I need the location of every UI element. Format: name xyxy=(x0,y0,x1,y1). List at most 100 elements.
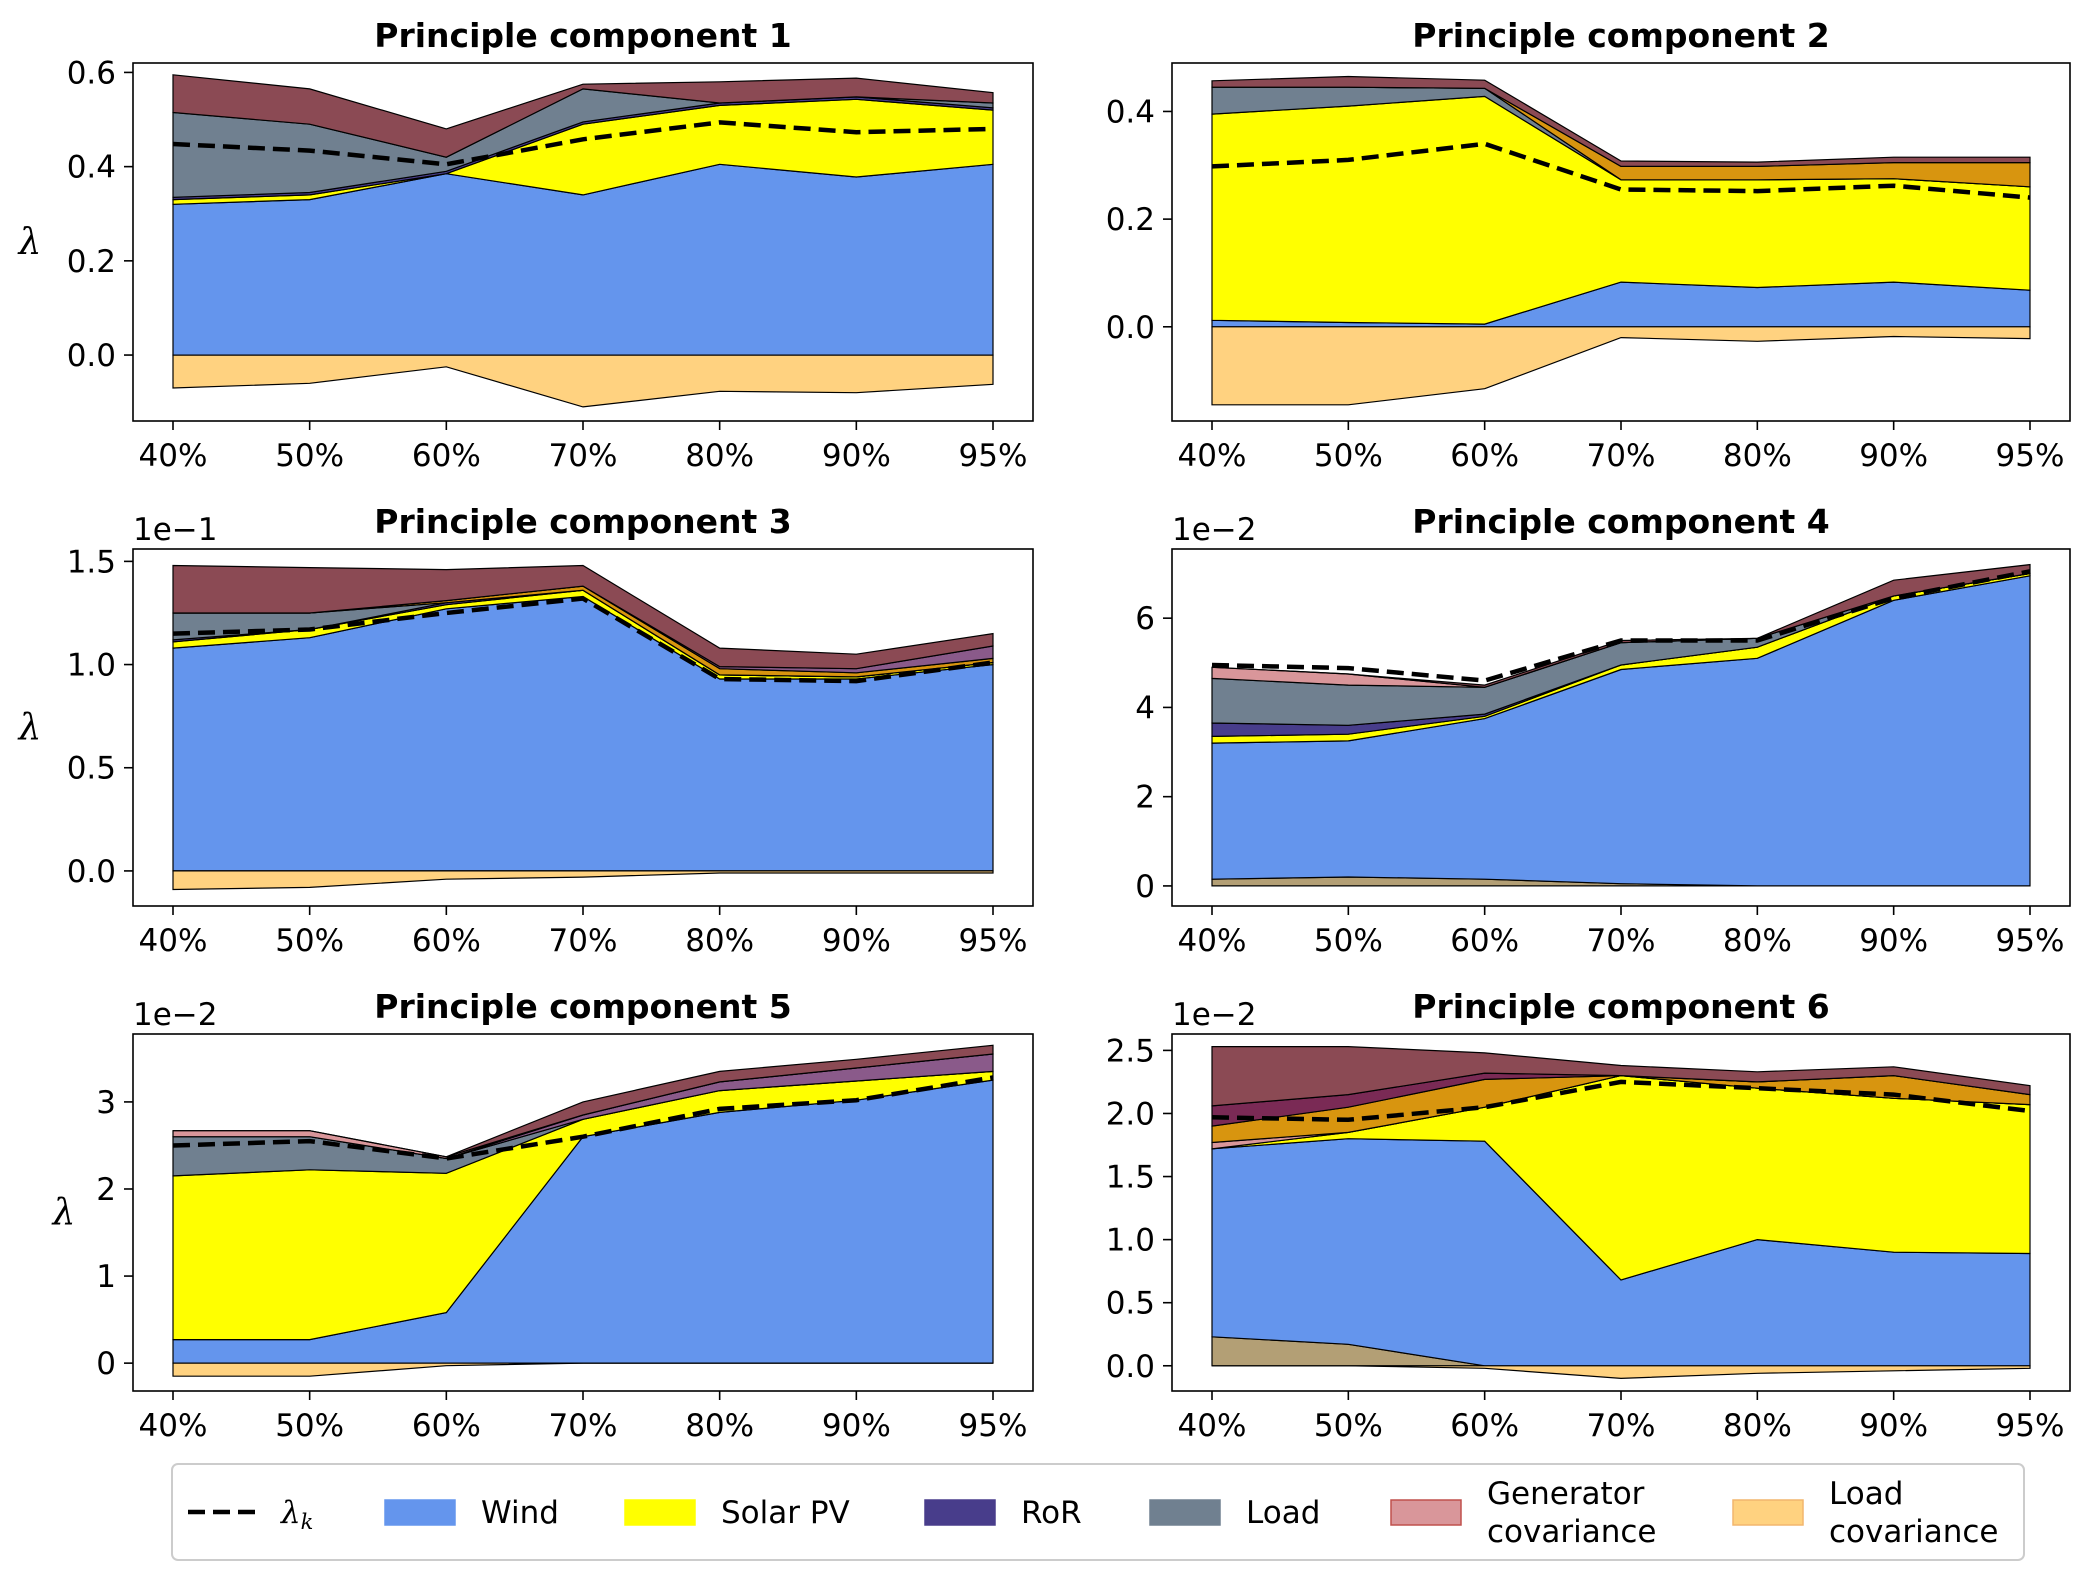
lambda-line xyxy=(172,1075,994,1161)
scale-offset-label: 1e−1 xyxy=(133,512,218,548)
legend-label: Load xyxy=(1829,1476,1903,1512)
y-tick-label: 6 xyxy=(1135,601,1155,637)
legend-swatch xyxy=(924,1499,996,1526)
legend-subscript: k xyxy=(301,1510,314,1534)
lambda-line xyxy=(172,596,994,684)
y-tick-label: 0.4 xyxy=(67,150,116,186)
area-neg-load_cov xyxy=(172,1362,993,1377)
x-tick-label: 95% xyxy=(959,923,1028,959)
legend-box xyxy=(171,1463,2025,1561)
area-neg-load_cov xyxy=(172,354,994,408)
x-tick-label: 60% xyxy=(1450,1408,1519,1444)
plot-area xyxy=(172,1044,994,1377)
y-tick-label: 4 xyxy=(1135,690,1155,726)
y-axis-label: λ xyxy=(17,708,42,749)
area-pos_cov_darkred xyxy=(172,74,994,158)
x-tick-label: 90% xyxy=(1859,1408,1928,1444)
legend-label: Solar PV xyxy=(721,1495,850,1531)
x-tick-label: 40% xyxy=(1178,1408,1247,1444)
x-tick-label: 50% xyxy=(1314,1408,1383,1444)
y-tick-label: 1.0 xyxy=(67,648,116,684)
y-tick-label: 0.2 xyxy=(1106,202,1155,238)
x-tick-label: 70% xyxy=(549,438,618,474)
panel-4: 40% 50% 60% 70% 80% 90% 95% 0 2 4 6 Principle compo… xyxy=(1135,502,2071,959)
plot-area xyxy=(172,74,994,408)
y-tick-label: 0 xyxy=(1135,869,1155,905)
y-tick-label: 2.5 xyxy=(1106,1033,1155,1069)
y-tick-label: 0.6 xyxy=(67,55,116,91)
x-tick-label: 80% xyxy=(1723,438,1792,474)
legend-label: RoR xyxy=(1021,1495,1082,1531)
plot-area xyxy=(1211,563,2031,887)
x-tick-label: 90% xyxy=(822,438,891,474)
area-neg-load_cov xyxy=(1212,1365,2031,1380)
lambda-line xyxy=(1211,569,2031,683)
legend-swatch xyxy=(384,1499,456,1526)
area-pos_cov_darkred xyxy=(1211,1046,2031,1107)
panel-title: Principle component 2 xyxy=(1412,16,1829,55)
x-tick-label: 50% xyxy=(275,438,344,474)
x-tick-label: 60% xyxy=(412,438,481,474)
x-tick-label: 90% xyxy=(1859,438,1928,474)
y-axis-label: λ xyxy=(17,222,42,263)
y-tick-label: 1.0 xyxy=(1106,1223,1155,1259)
x-tick-label: 95% xyxy=(1996,1408,2065,1444)
y-tick-label: 0.0 xyxy=(1106,1349,1155,1385)
x-tick-label: 70% xyxy=(1587,438,1656,474)
panel-2: 40% 50% 60% 70% 80% 90% 95% 0.0 0.2 0.4 Principle … xyxy=(1106,16,2071,474)
panel-title: Principle component 5 xyxy=(374,987,791,1026)
area-neg-load_cov xyxy=(172,870,994,891)
x-tick-label: 90% xyxy=(1859,923,1928,959)
x-tick-label: 95% xyxy=(959,438,1028,474)
x-tick-label: 80% xyxy=(1723,923,1792,959)
area-neg-load_cov xyxy=(1211,326,2031,406)
x-tick-label: 50% xyxy=(1314,438,1383,474)
scale-offset-label: 1e−2 xyxy=(1172,997,1257,1033)
x-tick-label: 60% xyxy=(1450,438,1519,474)
legend-item-load: Load xyxy=(1149,1495,1320,1531)
y-tick-label: 0.0 xyxy=(1106,310,1155,346)
x-tick-label: 40% xyxy=(1178,438,1247,474)
plot-area xyxy=(1211,75,2031,406)
y-tick-label: 2 xyxy=(1135,780,1155,816)
x-tick-label: 50% xyxy=(275,923,344,959)
panel-1: 40% 50% 60% 70% 80% 90% 95% 0.0 0.2 0.4 0.6 Princip… xyxy=(17,16,1034,474)
panel-title: Principle component 6 xyxy=(1412,987,1829,1026)
x-tick-label: 95% xyxy=(959,1408,1028,1444)
plot-area xyxy=(1211,1046,2031,1380)
legend-label-line2: covariance xyxy=(1829,1514,1998,1550)
panel-title: Principle component 1 xyxy=(374,16,791,55)
legend-swatch xyxy=(624,1499,696,1526)
x-tick-label: 80% xyxy=(1723,1408,1792,1444)
y-tick-label: 1.5 xyxy=(1106,1160,1155,1196)
y-tick-label: 2 xyxy=(96,1172,116,1208)
panel-5: 40% 50% 60% 70% 80% 90% 95% 0 1 2 3 Principle compo… xyxy=(51,987,1034,1444)
lambda-line xyxy=(1211,1079,2031,1123)
legend-label: Wind xyxy=(481,1495,559,1531)
y-tick-label: 0 xyxy=(96,1346,116,1382)
x-tick-label: 95% xyxy=(1996,438,2065,474)
legend-item-wind: Wind xyxy=(384,1495,559,1531)
legend: λk Wind Solar PV RoR LoadGeneratorcovariance… xyxy=(171,1463,2025,1561)
area-pos_cov_darkred xyxy=(1211,563,2031,688)
panel-title: Principle component 3 xyxy=(374,502,791,541)
x-tick-label: 50% xyxy=(1314,923,1383,959)
y-tick-label: 0.2 xyxy=(67,244,116,280)
legend-swatch xyxy=(1732,1499,1804,1526)
y-axis-label: λ xyxy=(51,1193,76,1234)
legend-item-ror: RoR xyxy=(924,1495,1082,1531)
x-tick-label: 95% xyxy=(1996,923,2065,959)
scale-offset-label: 1e−2 xyxy=(133,997,218,1033)
legend-label: Load xyxy=(1246,1495,1320,1531)
area-pos_cov_darkred xyxy=(173,1044,994,1158)
y-tick-label: 3 xyxy=(96,1085,116,1121)
x-tick-label: 50% xyxy=(275,1408,344,1444)
legend-label: Generator xyxy=(1487,1476,1645,1512)
legend-swatch xyxy=(1149,1499,1221,1526)
x-tick-label: 40% xyxy=(139,1408,208,1444)
x-tick-label: 70% xyxy=(549,923,618,959)
x-tick-label: 40% xyxy=(139,923,208,959)
panels: 40% 50% 60% 70% 80% 90% 95% 0.0 0.2 0.4 0.6 Princip… xyxy=(17,16,2071,1444)
